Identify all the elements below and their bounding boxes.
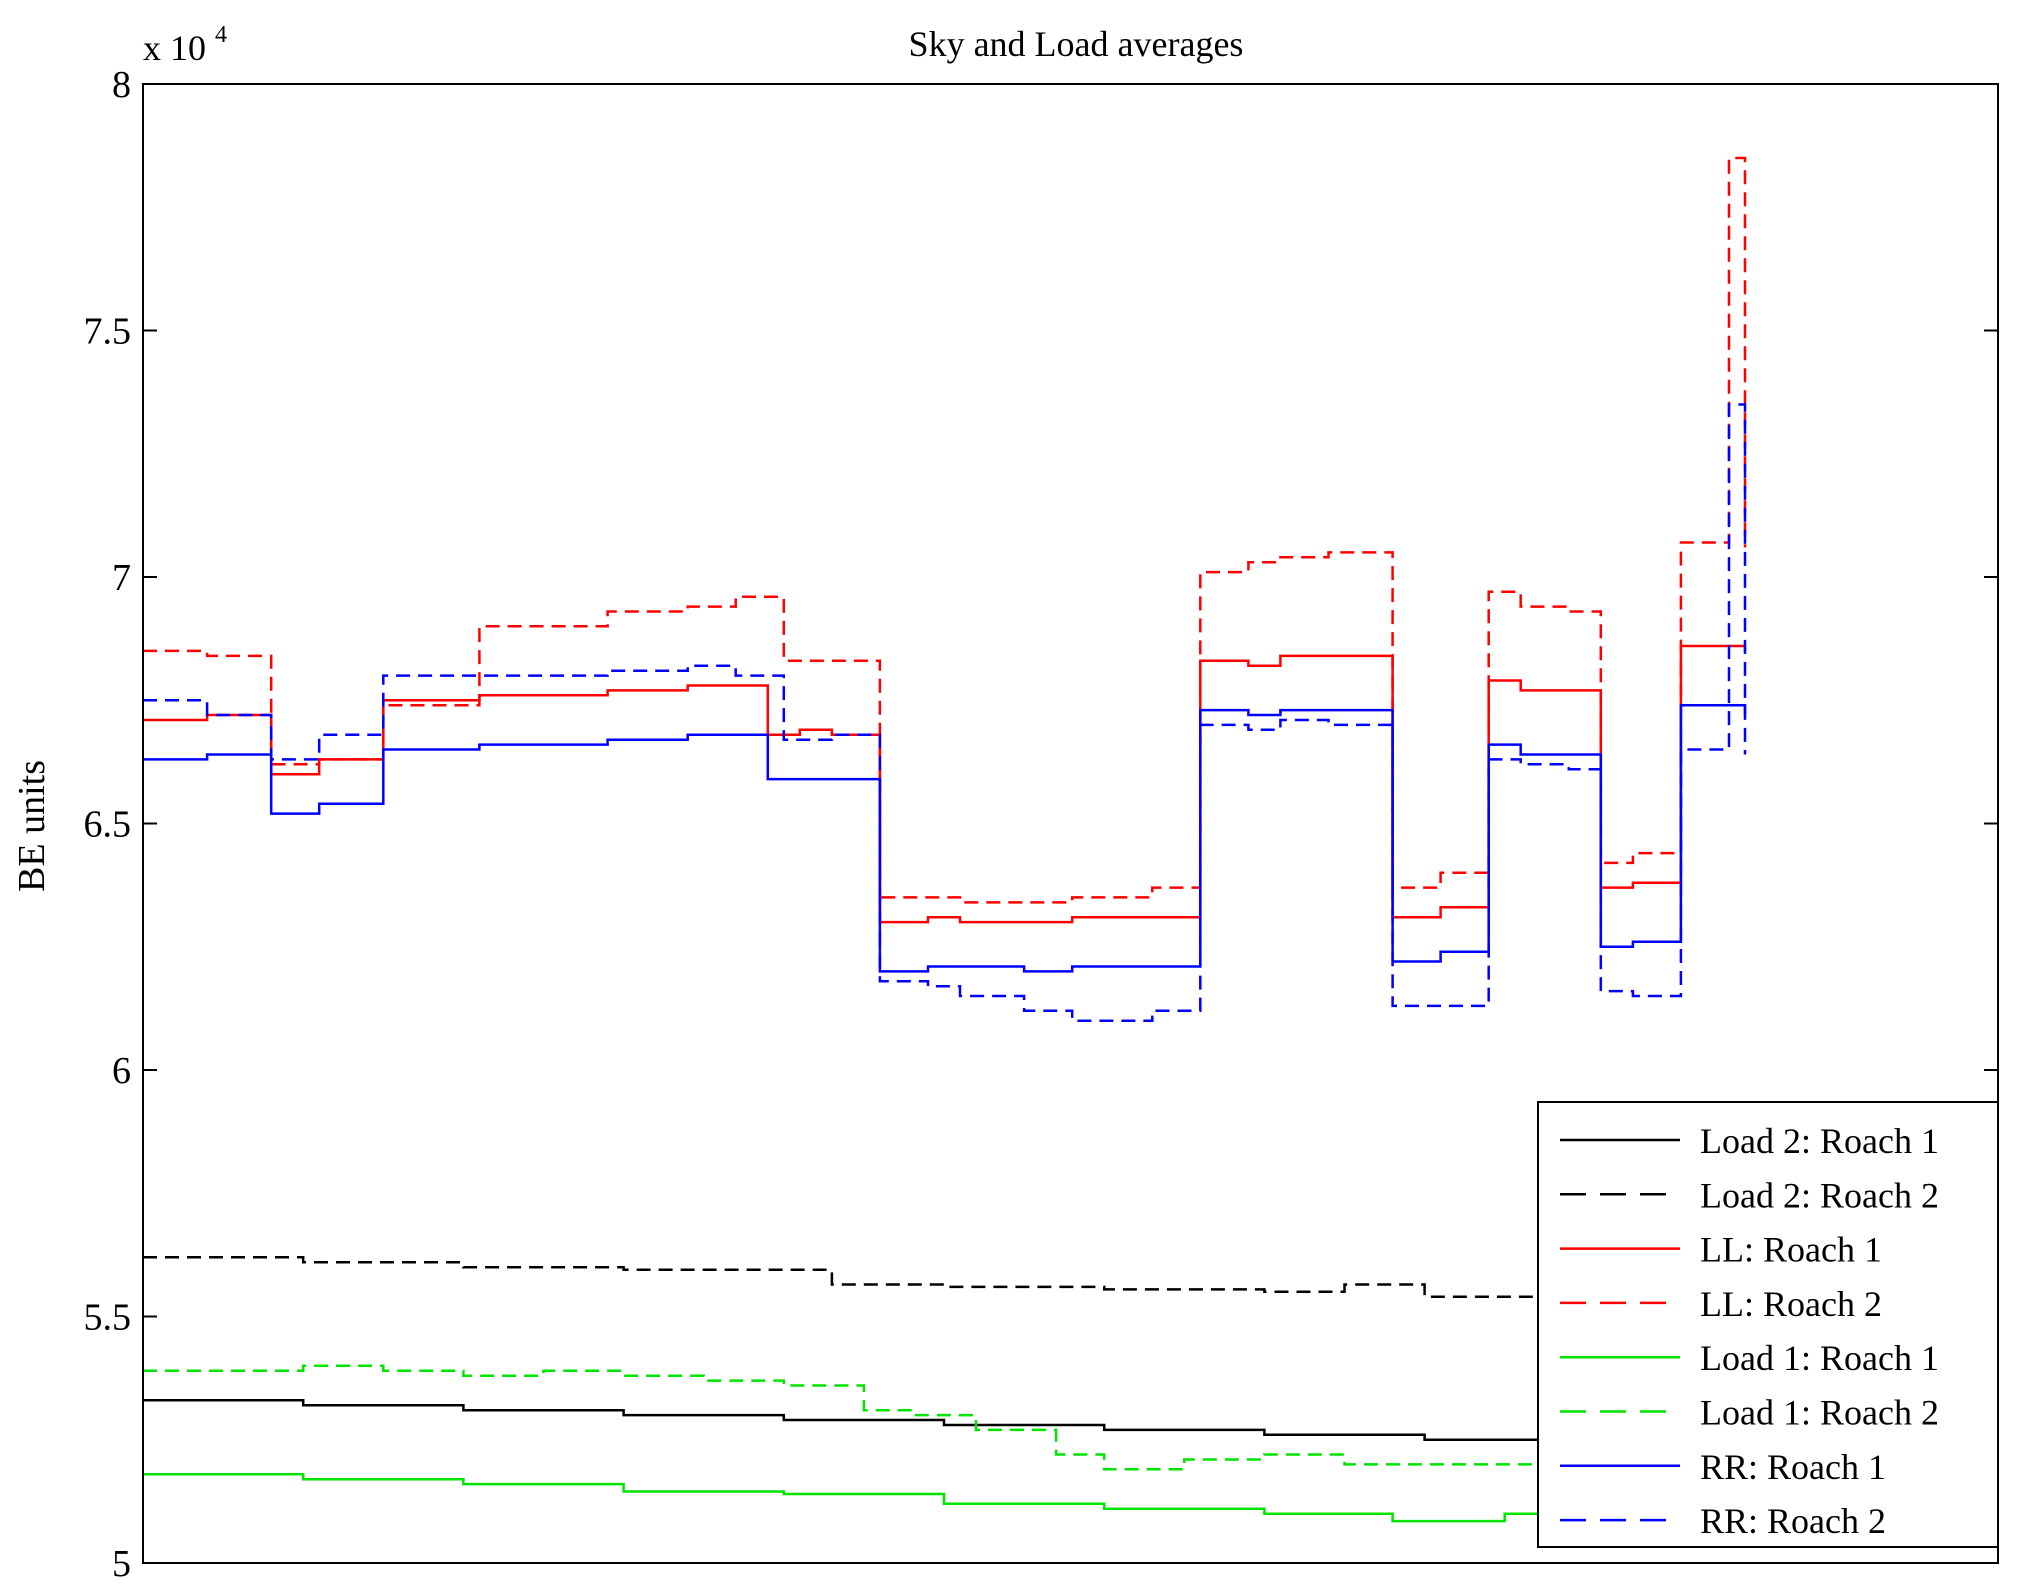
legend-label: RR: Roach 2 <box>1700 1501 1886 1541</box>
legend-label: LL: Roach 2 <box>1700 1284 1882 1324</box>
legend-label: LL: Roach 1 <box>1700 1230 1882 1270</box>
plot-area <box>143 156 1747 1523</box>
series-line-2 <box>143 1256 1747 1299</box>
series-line-8 <box>143 403 1747 1022</box>
legend-box <box>1537 1101 1999 1548</box>
series-line-5 <box>143 1473 1747 1523</box>
series-layer <box>143 156 1747 1523</box>
y-tick-label: 7.5 <box>84 311 132 353</box>
y-tick-label: 7 <box>112 557 131 599</box>
y-tick-label: 5.5 <box>84 1297 132 1339</box>
y-tick-label: 5 <box>112 1543 131 1585</box>
y-tick-label: 6 <box>112 1050 131 1092</box>
legend-label: Load 1: Roach 2 <box>1700 1393 1939 1433</box>
legend: Load 2: Roach 1 Load 2: Roach 2 LL: Roach … <box>1537 1101 1999 1548</box>
legend-label: Load 2: Roach 2 <box>1700 1175 1939 1215</box>
y-exponent-label: x 10 4 <box>143 22 227 68</box>
series-line-6 <box>143 1364 1747 1471</box>
y-tick-label: 8 <box>112 64 131 106</box>
y-exponent-base: x 10 <box>143 28 206 68</box>
legend-items: Load 2: Roach 1 Load 2: Roach 2 LL: Roach … <box>1560 1121 1939 1541</box>
series-line-1 <box>143 1399 1745 1442</box>
legend-label: Load 1: Roach 1 <box>1700 1338 1939 1378</box>
y-tick-label: 6.5 <box>84 804 132 846</box>
legend-label: Load 2: Roach 1 <box>1700 1121 1939 1161</box>
legend-label: RR: Roach 1 <box>1700 1447 1886 1487</box>
y-axis: 5 5.5 6 6.5 7 7.5 8 <box>84 64 1998 1585</box>
series-line-7 <box>143 703 1747 973</box>
chart-title: Sky and Load averages <box>909 24 1244 64</box>
y-exponent-power: 4 <box>215 22 227 48</box>
y-axis-label: BE units <box>11 760 53 892</box>
